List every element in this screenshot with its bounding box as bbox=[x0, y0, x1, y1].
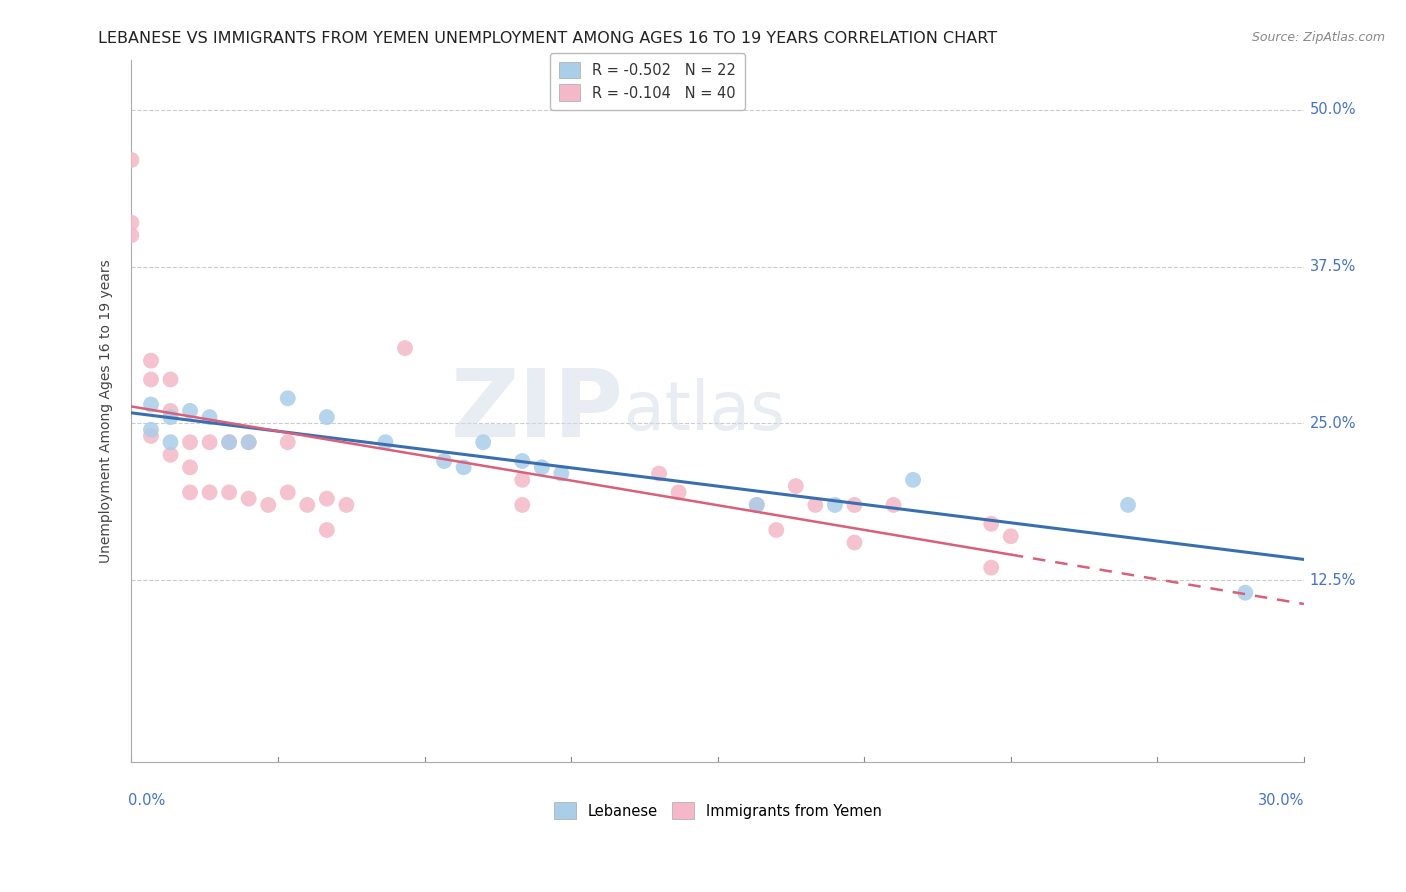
Point bbox=[901, 473, 924, 487]
Point bbox=[804, 498, 827, 512]
Point bbox=[745, 498, 768, 512]
Text: 30.0%: 30.0% bbox=[1257, 794, 1303, 808]
Point bbox=[179, 404, 201, 418]
Point bbox=[198, 435, 221, 450]
Point bbox=[277, 485, 299, 500]
Text: ZIP: ZIP bbox=[451, 365, 624, 457]
Point bbox=[218, 485, 240, 500]
Point bbox=[1000, 529, 1022, 543]
Point bbox=[883, 498, 905, 512]
Text: 0.0%: 0.0% bbox=[128, 794, 165, 808]
Point bbox=[315, 491, 337, 506]
Point bbox=[277, 435, 299, 450]
Point bbox=[198, 485, 221, 500]
Point bbox=[765, 523, 787, 537]
Point bbox=[218, 435, 240, 450]
Point bbox=[472, 435, 495, 450]
Point bbox=[844, 498, 866, 512]
Point bbox=[1116, 498, 1139, 512]
Point bbox=[980, 560, 1002, 574]
Text: atlas: atlas bbox=[624, 378, 785, 444]
Point bbox=[510, 498, 533, 512]
Point bbox=[159, 435, 181, 450]
Point bbox=[510, 473, 533, 487]
Point bbox=[824, 498, 846, 512]
Point bbox=[159, 372, 181, 386]
Point bbox=[139, 398, 162, 412]
Text: 37.5%: 37.5% bbox=[1310, 259, 1355, 274]
Point bbox=[159, 448, 181, 462]
Point bbox=[433, 454, 456, 468]
Text: 12.5%: 12.5% bbox=[1310, 573, 1357, 588]
Point bbox=[297, 498, 319, 512]
Point bbox=[179, 485, 201, 500]
Point bbox=[668, 485, 690, 500]
Point bbox=[238, 435, 260, 450]
Point bbox=[139, 429, 162, 443]
Point bbox=[980, 516, 1002, 531]
Point bbox=[218, 435, 240, 450]
Point bbox=[844, 535, 866, 549]
Point bbox=[139, 353, 162, 368]
Point bbox=[120, 153, 142, 167]
Legend: Lebanese, Immigrants from Yemen: Lebanese, Immigrants from Yemen bbox=[548, 797, 887, 825]
Point bbox=[315, 410, 337, 425]
Point bbox=[139, 372, 162, 386]
Point bbox=[785, 479, 807, 493]
Text: 50.0%: 50.0% bbox=[1310, 103, 1357, 117]
Text: LEBANESE VS IMMIGRANTS FROM YEMEN UNEMPLOYMENT AMONG AGES 16 TO 19 YEARS CORRELA: LEBANESE VS IMMIGRANTS FROM YEMEN UNEMPL… bbox=[98, 31, 997, 46]
Point bbox=[453, 460, 475, 475]
Point bbox=[550, 467, 572, 481]
Point bbox=[257, 498, 280, 512]
Point bbox=[277, 392, 299, 406]
Point bbox=[238, 435, 260, 450]
Point bbox=[179, 435, 201, 450]
Point bbox=[159, 404, 181, 418]
Point bbox=[315, 523, 337, 537]
Point bbox=[120, 228, 142, 243]
Text: Source: ZipAtlas.com: Source: ZipAtlas.com bbox=[1251, 31, 1385, 45]
Point bbox=[120, 216, 142, 230]
Point bbox=[335, 498, 357, 512]
Point bbox=[139, 423, 162, 437]
Text: 25.0%: 25.0% bbox=[1310, 416, 1357, 431]
Point bbox=[510, 454, 533, 468]
Point bbox=[1234, 586, 1257, 600]
Point bbox=[374, 435, 396, 450]
Point bbox=[198, 410, 221, 425]
Point bbox=[179, 460, 201, 475]
Point bbox=[648, 467, 671, 481]
Point bbox=[159, 410, 181, 425]
Point bbox=[745, 498, 768, 512]
Point bbox=[530, 460, 553, 475]
Point bbox=[238, 491, 260, 506]
Point bbox=[394, 341, 416, 355]
Y-axis label: Unemployment Among Ages 16 to 19 years: Unemployment Among Ages 16 to 19 years bbox=[100, 259, 114, 563]
